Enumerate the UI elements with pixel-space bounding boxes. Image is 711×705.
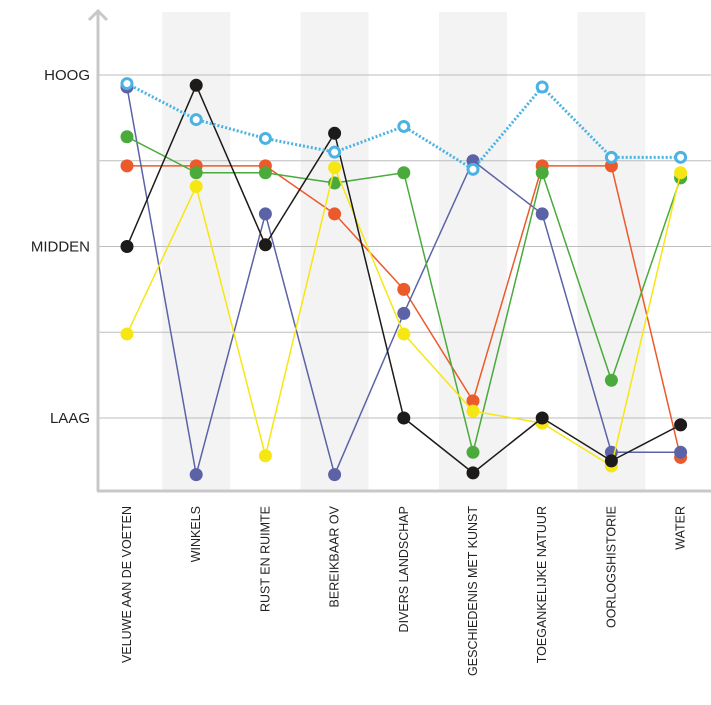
data-point bbox=[328, 145, 342, 159]
data-point bbox=[328, 126, 342, 140]
x-tick-label: GESCHIEDENIS MET KUNST bbox=[466, 506, 480, 676]
x-tick-label: BEREIKBAAR OV bbox=[328, 505, 342, 607]
data-point bbox=[258, 166, 272, 180]
data-point bbox=[258, 207, 272, 221]
data-point bbox=[535, 207, 549, 221]
data-point bbox=[397, 327, 411, 341]
y-tick-label: LAAG bbox=[50, 410, 90, 427]
data-point bbox=[258, 238, 272, 252]
data-point bbox=[604, 150, 618, 164]
data-point bbox=[674, 445, 688, 459]
x-tick-labels: VELUWE AAN DE VOETEN WINKELS RUST EN RUIMT… bbox=[120, 505, 688, 676]
x-tick-label: OORLOGSHISTORIE bbox=[604, 506, 618, 628]
x-tick-label: TOEGANKELIJKE NATUUR bbox=[535, 506, 549, 663]
column-band bbox=[577, 12, 646, 491]
column-band bbox=[439, 12, 507, 491]
axes bbox=[87, 8, 711, 493]
y-tick-labels: LAAG MIDDEN HOOG bbox=[31, 67, 90, 427]
data-point bbox=[189, 468, 203, 482]
column-band bbox=[300, 12, 369, 491]
data-point bbox=[535, 166, 549, 180]
data-point bbox=[120, 130, 134, 144]
data-point bbox=[466, 404, 480, 418]
data-point bbox=[397, 411, 411, 425]
data-point bbox=[189, 166, 203, 180]
data-point bbox=[189, 78, 203, 92]
x-tick-label: VELUWE AAN DE VOETEN bbox=[120, 506, 134, 663]
data-point bbox=[397, 306, 411, 320]
data-point bbox=[674, 166, 688, 180]
x-tick-label: WATER bbox=[674, 506, 688, 550]
data-point bbox=[189, 113, 203, 127]
data-point bbox=[328, 161, 342, 175]
data-point bbox=[120, 77, 134, 91]
series-3 bbox=[120, 130, 688, 459]
data-point bbox=[604, 454, 618, 468]
y-tick-label: HOOG bbox=[44, 67, 90, 84]
data-point bbox=[466, 445, 480, 459]
data-point bbox=[328, 468, 342, 482]
data-point bbox=[120, 240, 134, 253]
data-point bbox=[535, 80, 549, 94]
data-point bbox=[466, 466, 480, 480]
data-point bbox=[120, 159, 134, 173]
data-point bbox=[466, 162, 480, 176]
series-line bbox=[126, 82, 681, 171]
x-tick-label: DIVERS LANDSCHAP bbox=[397, 506, 411, 632]
data-point bbox=[604, 373, 618, 387]
data-point bbox=[328, 207, 342, 221]
data-point bbox=[258, 449, 272, 463]
series-lines bbox=[120, 77, 688, 482]
series-1 bbox=[120, 159, 688, 464]
data-point bbox=[258, 131, 272, 145]
y-tick-label: MIDDEN bbox=[31, 239, 90, 256]
series-6 bbox=[120, 77, 688, 176]
data-point bbox=[397, 166, 411, 180]
data-point bbox=[674, 150, 688, 164]
data-point bbox=[397, 282, 411, 296]
data-point bbox=[535, 411, 549, 425]
data-point bbox=[466, 394, 480, 408]
y-axis-arrow-icon bbox=[87, 8, 109, 22]
series-4 bbox=[120, 161, 688, 473]
x-tick-label: RUST EN RUIMTE bbox=[258, 506, 272, 612]
x-tick-label: WINKELS bbox=[189, 506, 203, 562]
series-5 bbox=[120, 78, 688, 480]
data-point bbox=[189, 179, 203, 193]
data-point bbox=[120, 327, 134, 341]
data-point bbox=[397, 119, 411, 133]
column-bands bbox=[162, 12, 646, 491]
data-point bbox=[674, 418, 688, 432]
column-band bbox=[162, 12, 231, 491]
